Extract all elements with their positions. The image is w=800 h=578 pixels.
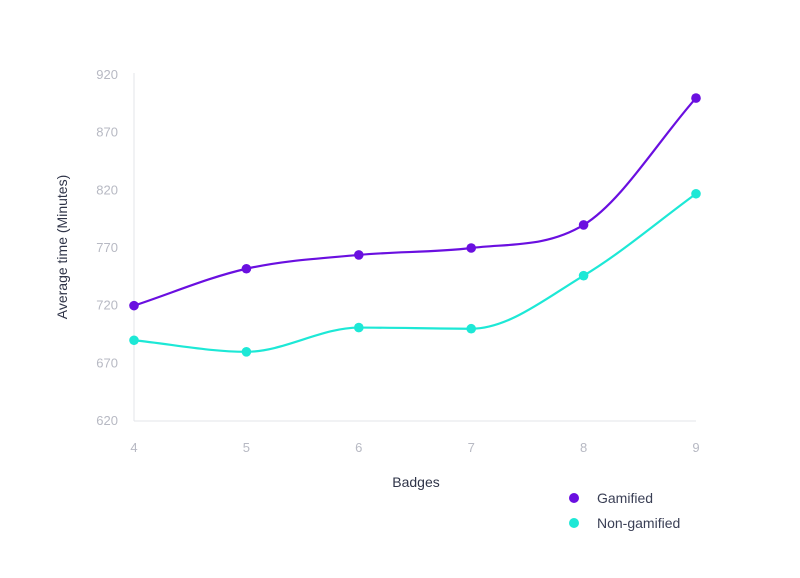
legend-label: Non-gamified [597, 515, 680, 531]
data-point [129, 300, 139, 311]
x-tick-label: 7 [468, 440, 475, 455]
y-tick-label: 620 [96, 413, 118, 428]
legend: Gamified Non-gamified [569, 490, 680, 531]
y-axis-title: Average time (Minutes) [54, 175, 70, 319]
data-point [129, 335, 139, 346]
y-tick-label: 670 [96, 355, 118, 370]
series-points [129, 93, 701, 357]
data-point [241, 263, 252, 274]
x-tick-label: 8 [580, 440, 587, 455]
data-point [691, 188, 701, 199]
series-line-1 [132, 96, 698, 307]
legend-marker [569, 493, 579, 503]
y-tick-label: 870 [96, 125, 118, 140]
x-tick-label: 4 [130, 440, 137, 455]
data-point [241, 347, 252, 357]
y-axis-ticks: 620 670 720 770 820 870 920 [96, 67, 118, 428]
data-point [354, 322, 364, 333]
data-point [691, 93, 701, 103]
chart-axes [133, 73, 696, 422]
y-tick-label: 920 [96, 67, 118, 82]
data-point [578, 270, 589, 281]
data-point [466, 323, 477, 334]
x-axis-title: Badges [392, 474, 439, 490]
legend-marker [569, 518, 579, 528]
y-tick-label: 820 [96, 182, 118, 197]
x-tick-label: 6 [355, 440, 362, 455]
y-tick-label: 720 [96, 298, 118, 313]
data-point [354, 250, 364, 260]
y-tick-label: 770 [96, 240, 118, 255]
x-axis-ticks: 4 5 6 7 8 9 [130, 440, 699, 455]
data-point [466, 243, 477, 253]
series-lines [132, 96, 698, 353]
data-point [578, 220, 589, 230]
series-line-2 [132, 192, 698, 353]
x-tick-label: 5 [243, 440, 250, 455]
x-tick-label: 9 [692, 440, 699, 455]
legend-label: Gamified [597, 490, 653, 506]
